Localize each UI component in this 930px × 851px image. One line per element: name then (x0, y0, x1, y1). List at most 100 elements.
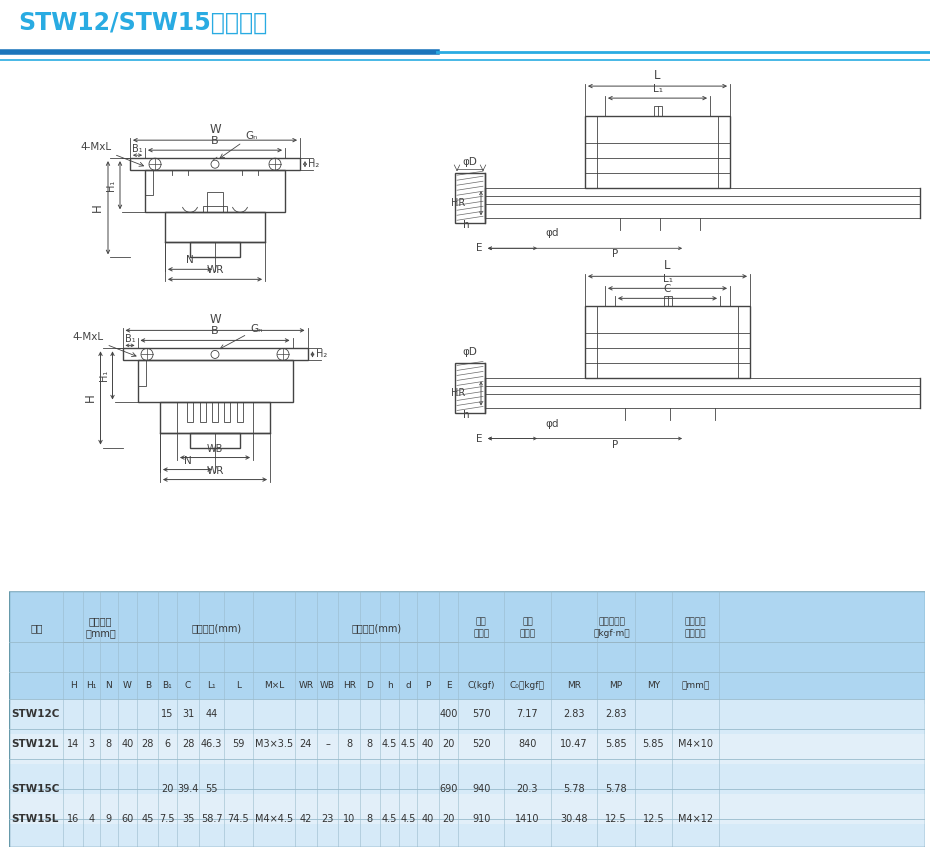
Bar (663, 296, 671, 306)
Text: C: C (664, 284, 671, 294)
Text: 20.3: 20.3 (517, 784, 538, 794)
Text: 7.17: 7.17 (516, 709, 538, 718)
Text: MR: MR (567, 681, 581, 690)
Text: 45: 45 (141, 814, 153, 824)
Text: 5.78: 5.78 (564, 784, 585, 794)
Text: 2.83: 2.83 (605, 709, 627, 718)
Text: B: B (145, 681, 151, 690)
Text: 16: 16 (67, 814, 79, 824)
Text: 4-MxL: 4-MxL (73, 333, 136, 357)
Text: 4.5: 4.5 (401, 739, 416, 749)
Text: WR: WR (299, 681, 313, 690)
Text: 20: 20 (443, 739, 455, 749)
Text: 40: 40 (422, 739, 434, 749)
Bar (200, 403, 206, 422)
Text: L: L (664, 260, 671, 272)
Text: （mm）: （mm） (85, 629, 116, 638)
Text: 6: 6 (165, 739, 170, 749)
Bar (585, 116, 730, 188)
Text: WR: WR (206, 465, 224, 476)
Bar (9, 671, 925, 699)
Text: B₁: B₁ (125, 334, 135, 345)
Text: M4×4.5: M4×4.5 (255, 814, 293, 824)
Text: L: L (654, 69, 660, 82)
Text: φD: φD (462, 157, 477, 167)
Text: 动载荷: 动载荷 (473, 629, 489, 638)
Text: 10.47: 10.47 (561, 739, 588, 749)
Bar (190, 243, 240, 257)
Text: 滑轨尺寸(mm): 滑轨尺寸(mm) (352, 624, 402, 633)
Text: 30.48: 30.48 (561, 814, 588, 824)
Text: 24: 24 (299, 739, 312, 749)
Text: P: P (425, 681, 431, 690)
Text: C(kgf): C(kgf) (468, 681, 495, 690)
Text: 940: 940 (472, 784, 490, 794)
Bar (160, 403, 270, 432)
Text: 3: 3 (88, 739, 95, 749)
Text: H₂: H₂ (315, 350, 326, 359)
Text: 8: 8 (346, 739, 352, 749)
Text: 44: 44 (206, 709, 218, 718)
Text: B: B (211, 327, 219, 336)
Bar (207, 192, 223, 212)
Text: P: P (612, 439, 618, 449)
Text: M4×12: M4×12 (678, 814, 713, 824)
Text: 40: 40 (422, 814, 434, 824)
Text: φd: φd (545, 228, 559, 238)
Text: D: D (366, 681, 373, 690)
Bar (455, 363, 485, 414)
Text: E: E (445, 681, 451, 690)
Text: 10: 10 (343, 814, 355, 824)
Text: N: N (105, 681, 113, 690)
Text: 23: 23 (321, 814, 334, 824)
Text: N: N (183, 455, 192, 465)
Text: L: L (236, 681, 241, 690)
Text: W: W (209, 123, 220, 136)
Text: 8: 8 (366, 814, 373, 824)
Text: 58.7: 58.7 (201, 814, 222, 824)
Text: 28: 28 (182, 739, 194, 749)
Bar (237, 403, 243, 422)
Text: 59: 59 (232, 739, 245, 749)
Text: N: N (186, 255, 193, 266)
Text: HR: HR (451, 198, 465, 208)
Text: 12.5: 12.5 (605, 814, 627, 824)
Text: W: W (209, 313, 220, 327)
Text: 20: 20 (161, 784, 174, 794)
Text: 9: 9 (106, 814, 112, 824)
Bar (138, 361, 145, 386)
Text: 15: 15 (161, 709, 174, 718)
Bar (138, 361, 293, 403)
Text: （kgf·m）: （kgf·m） (593, 629, 630, 638)
Text: STW12L: STW12L (11, 739, 59, 749)
Text: –: – (325, 739, 330, 749)
Text: 额定: 额定 (522, 617, 533, 626)
Text: H₁: H₁ (106, 180, 116, 191)
Text: 静载荷: 静载荷 (519, 629, 536, 638)
Text: 8: 8 (106, 739, 112, 749)
Text: 14: 14 (67, 739, 79, 749)
Text: C₀（kgf）: C₀（kgf） (510, 681, 545, 690)
Text: WB: WB (320, 681, 335, 690)
Text: 8: 8 (366, 739, 373, 749)
Text: 20: 20 (443, 814, 455, 824)
Text: L₁: L₁ (662, 274, 672, 284)
Text: WB: WB (206, 443, 223, 454)
Text: HR: HR (451, 388, 465, 398)
Text: 2.83: 2.83 (564, 709, 585, 718)
Text: 74.5: 74.5 (228, 814, 249, 824)
Bar (455, 174, 485, 223)
Text: Gₙ: Gₙ (220, 324, 262, 349)
Bar (187, 403, 193, 422)
Text: 690: 690 (439, 784, 458, 794)
Text: 4-MxL: 4-MxL (80, 142, 143, 166)
Bar (585, 306, 750, 379)
Bar (130, 158, 300, 170)
Text: h: h (463, 410, 470, 420)
Bar (9, 763, 925, 794)
Text: 7.5: 7.5 (160, 814, 175, 824)
Text: 46.3: 46.3 (201, 739, 222, 749)
Text: 840: 840 (518, 739, 537, 749)
Bar (145, 170, 285, 212)
Bar (165, 212, 265, 243)
